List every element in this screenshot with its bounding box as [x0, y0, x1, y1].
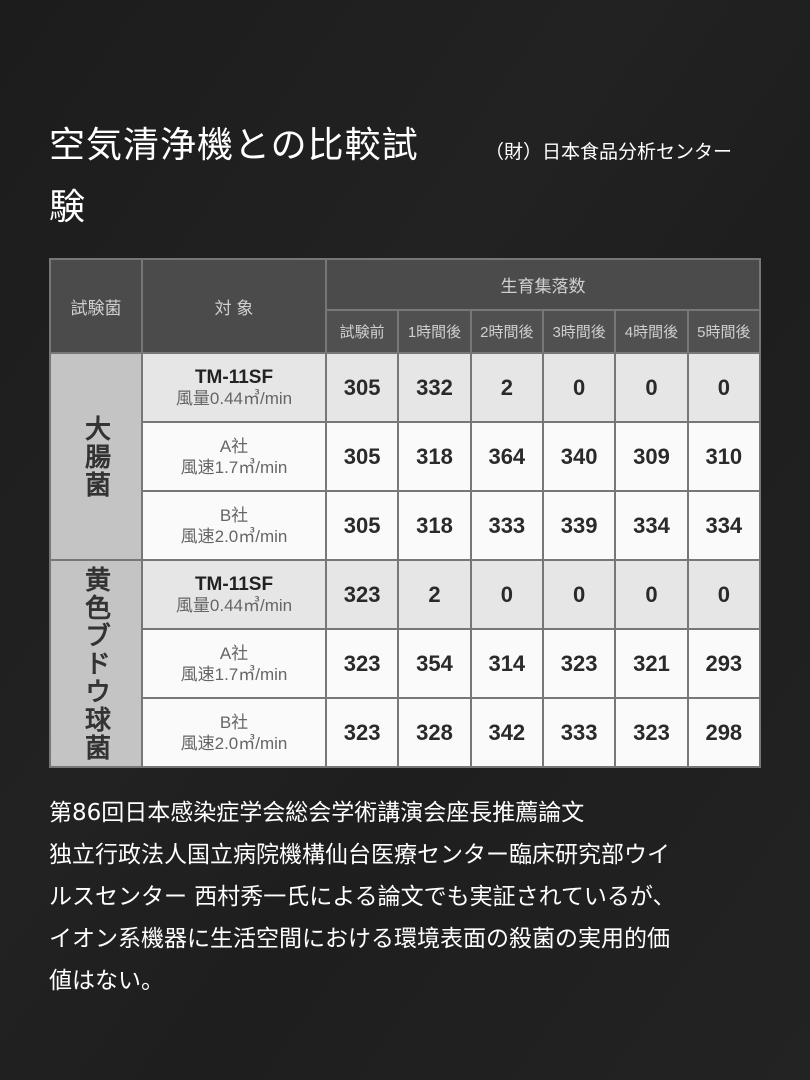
- body-text: 第86回日本感染症学会総会学術講演会座長推薦論文独立行政法人国立病院機構仙台医療…: [49, 792, 769, 1002]
- colony-count: 354: [397, 628, 472, 699]
- header-time: 4時間後: [614, 309, 689, 354]
- table-row: 黄色ブドウ球菌 TM-11SF 風量0.44㎥/min 323 2 0 0 0 0: [49, 559, 762, 768]
- colony-count: 0: [686, 352, 762, 423]
- colony-count: 310: [686, 421, 762, 492]
- colony-count: 323: [324, 697, 400, 768]
- colony-count: 339: [541, 490, 617, 561]
- page-title: 空気清浄機との比較試験: [49, 125, 419, 228]
- colony-count: 333: [469, 490, 544, 561]
- colony-count: 305: [324, 421, 400, 492]
- colony-count: 298: [686, 697, 762, 768]
- table-row: 大腸菌 TM-11SF 風量0.44㎥/min 305 332 2 0 0 0: [49, 352, 762, 561]
- table-row: A社 風速1.7㎥/min 323 354 314 323 321 293: [50, 628, 762, 699]
- colony-count: 293: [686, 628, 762, 699]
- colony-count: 333: [541, 697, 617, 768]
- colony-count: 334: [686, 490, 762, 561]
- target-cell: A社 風速1.7㎥/min: [141, 421, 327, 492]
- colony-count: 309: [614, 421, 689, 492]
- target-cell: B社 風速2.0㎥/min: [141, 697, 327, 768]
- table-row: B社 風速2.0㎥/min 305 318 333 339 334 334: [50, 490, 762, 561]
- header-time: 試験前: [324, 309, 400, 354]
- target-cell: TM-11SF 風量0.44㎥/min: [141, 352, 327, 423]
- colony-count: 305: [324, 490, 400, 561]
- colony-count: 342: [469, 697, 544, 768]
- colony-count: 318: [397, 421, 472, 492]
- header-time: 3時間後: [541, 309, 617, 354]
- header-colonies: 生育集落数: [325, 258, 761, 311]
- target-cell: TM-11SF 風量0.44㎥/min: [141, 559, 327, 630]
- header-time: 5時間後: [686, 309, 762, 354]
- target-spec: 風速2.0㎥/min: [180, 733, 288, 753]
- colony-count: 364: [469, 421, 544, 492]
- colony-count: 2: [397, 559, 472, 630]
- target-spec: 風量0.44㎥/min: [175, 388, 293, 408]
- target-name: B社: [219, 712, 249, 732]
- target-name: B社: [219, 505, 249, 525]
- target-spec: 風速1.7㎥/min: [180, 457, 288, 477]
- colony-count: 0: [541, 559, 617, 630]
- comparison-table: 試験菌 対 象 生育集落数 試験前 1時間後 2時間後 3時間後 4時間後 5時間後 大腸…: [49, 258, 762, 768]
- bacteria-name: 黄色ブドウ球菌: [49, 559, 143, 768]
- bacteria-name: 大腸菌: [49, 352, 143, 561]
- target-name: TM-11SF: [194, 366, 274, 388]
- colony-count: 323: [614, 697, 689, 768]
- colony-count: 318: [397, 490, 472, 561]
- body-line: 第86回日本感染症学会総会学術講演会座長推薦論文: [49, 800, 585, 826]
- target-spec: 風速2.0㎥/min: [180, 526, 288, 546]
- colony-count: 0: [614, 352, 689, 423]
- colony-count: 321: [614, 628, 689, 699]
- header-time: 1時間後: [397, 309, 472, 354]
- body-line: 独立行政法人国立病院機構仙台医療センター臨床研究部ウイ: [49, 842, 670, 868]
- target-name: TM-11SF: [194, 573, 274, 595]
- body-line: 値はない。: [49, 968, 164, 994]
- target-name: A社: [219, 436, 249, 456]
- target-spec: 風速1.7㎥/min: [180, 664, 288, 684]
- colony-count: 323: [541, 628, 617, 699]
- table-row: A社 風速1.7㎥/min 305 318 364 340 309 310: [50, 421, 762, 492]
- colony-count: 0: [614, 559, 689, 630]
- colony-count: 323: [324, 559, 400, 630]
- colony-count: 2: [469, 352, 544, 423]
- header-target: 対 象: [141, 258, 327, 354]
- body-line: イオン系機器に生活空間における環境表面の殺菌の実用的価: [49, 926, 670, 952]
- colony-count: 305: [324, 352, 400, 423]
- table-row: B社 風速2.0㎥/min 323 328 342 333 323 298: [50, 697, 762, 768]
- colony-count: 334: [614, 490, 689, 561]
- colony-count: 0: [686, 559, 762, 630]
- colony-count: 328: [397, 697, 472, 768]
- target-spec: 風量0.44㎥/min: [175, 595, 293, 615]
- colony-count: 332: [397, 352, 472, 423]
- colony-count: 340: [541, 421, 617, 492]
- header-time: 2時間後: [469, 309, 544, 354]
- body-line: ルスセンター 西村秀一氏による論文でも実証されているが、: [49, 884, 676, 910]
- colony-count: 323: [324, 628, 400, 699]
- source-credit: （財）日本食品分析センター: [485, 141, 733, 163]
- colony-count: 0: [469, 559, 544, 630]
- colony-count: 314: [469, 628, 544, 699]
- target-name: A社: [219, 643, 249, 663]
- header-bacteria: 試験菌: [49, 258, 143, 354]
- target-cell: B社 風速2.0㎥/min: [141, 490, 327, 561]
- target-cell: A社 風速1.7㎥/min: [141, 628, 327, 699]
- colony-count: 0: [541, 352, 617, 423]
